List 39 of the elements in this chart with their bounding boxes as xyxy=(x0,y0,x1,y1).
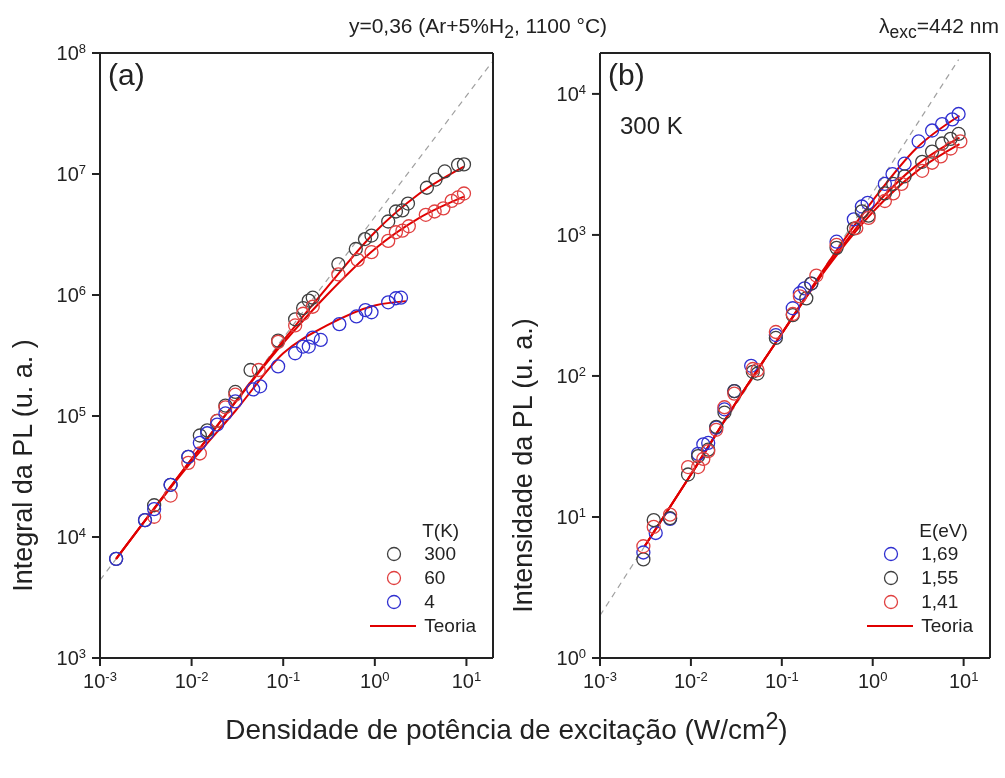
y-tick-label: 10$^{3}$ xyxy=(556,222,586,246)
x-tick-label: 10$^{0}$ xyxy=(857,668,888,692)
y-tick-label: 10$^{5}$ xyxy=(56,403,86,427)
annotation: (a) xyxy=(108,58,145,92)
legend-label: Teoria xyxy=(423,615,476,637)
x-tick-label: 10$^{1}$ xyxy=(451,668,482,692)
y-tick-label: 10$^{2}$ xyxy=(556,363,586,387)
legend-label: 1,69 xyxy=(920,543,959,565)
x-tick-label: 10$^{-3}$ xyxy=(583,668,617,692)
legend-label: 1,55 xyxy=(920,567,959,589)
annotation: (b) xyxy=(608,58,645,92)
x-tick-label: 10$^{-1}$ xyxy=(266,668,301,692)
annotation: 300 K xyxy=(620,112,683,140)
legend-label: Teoria xyxy=(920,615,973,637)
y-tick-label: 10$^{0}$ xyxy=(556,645,586,669)
y-tick-label: 10$^{8}$ xyxy=(56,40,86,64)
x-tick-label: 10$^{-1}$ xyxy=(764,668,799,692)
y-tick-label: 10$^{1}$ xyxy=(556,504,586,528)
chart-title: λ$_{exc}$=442 nm xyxy=(878,14,999,44)
y-tick-label: 10$^{7}$ xyxy=(56,161,86,185)
x-tick-label: 10$^{-2}$ xyxy=(174,668,209,692)
y-axis-title: Integral da PL (u. a. ) xyxy=(7,339,38,592)
legend-title: T(K) xyxy=(421,520,461,542)
y-axis-title: Intensidade da PL (u. a.) xyxy=(507,318,538,613)
x-axis-title: Densidade de potência de excitação (W/cm$^{2}$) xyxy=(224,708,789,747)
x-tick-label: 10$^{1}$ xyxy=(948,668,979,692)
y-tick-label: 10$^{3}$ xyxy=(56,645,86,669)
y-tick-label: 10$^{4}$ xyxy=(556,81,586,105)
legend-label: 4 xyxy=(423,591,435,613)
x-tick-label: 10$^{-2}$ xyxy=(674,668,708,692)
y-tick-label: 10$^{6}$ xyxy=(56,282,86,306)
x-tick-label: 10$^{0}$ xyxy=(360,668,390,692)
y-tick-label: 10$^{4}$ xyxy=(56,524,86,548)
legend-title: E(eV) xyxy=(918,520,969,542)
legend-label: 300 xyxy=(423,543,456,565)
x-tick-label: 10$^{-3}$ xyxy=(83,668,117,692)
chart-title: y=0,36 (Ar+5%H$_{2}$, 1100 °C) xyxy=(348,14,608,43)
legend-label: 1,41 xyxy=(920,591,959,613)
legend-label: 60 xyxy=(423,567,446,589)
